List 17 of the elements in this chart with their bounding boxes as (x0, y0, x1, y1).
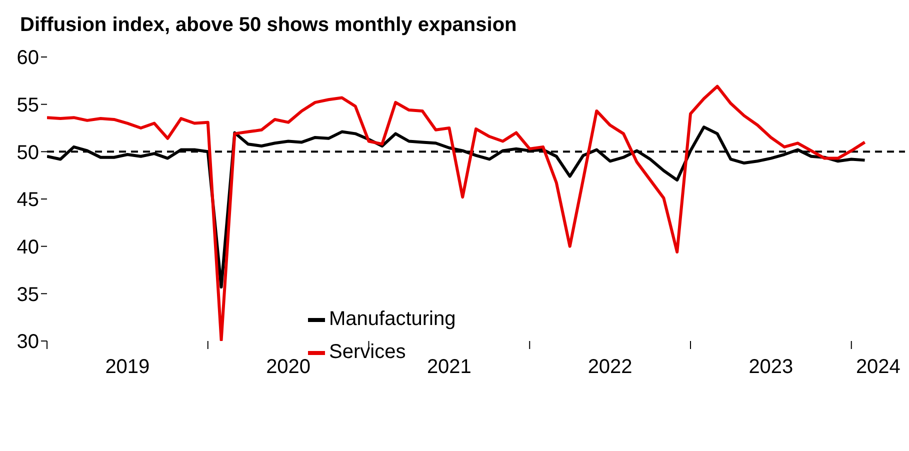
y-tick-label: 40 (16, 236, 39, 258)
legend-label: Services (329, 341, 406, 364)
x-tick-label: 2024 (856, 356, 900, 378)
y-tick-label: 55 (16, 94, 39, 116)
y-tick-label: 45 (16, 189, 39, 212)
x-tick-label: 2021 (426, 356, 472, 378)
y-tick-label: 35 (16, 284, 39, 306)
legend-label: Manufacturing (329, 308, 456, 331)
x-tick-label: 2023 (748, 356, 794, 378)
y-tick-label: 50 (16, 142, 39, 164)
chart-title: Diffusion index, above 50 shows monthly expansion (20, 14, 517, 37)
y-tick-label: 30 (16, 331, 39, 354)
x-tick-label: 2022 (588, 356, 632, 378)
line-series (47, 84, 866, 341)
x-tick-label: 2020 (266, 356, 311, 378)
x-tick-label: 2019 (105, 356, 150, 378)
y-tick-label: 60 (16, 47, 39, 70)
